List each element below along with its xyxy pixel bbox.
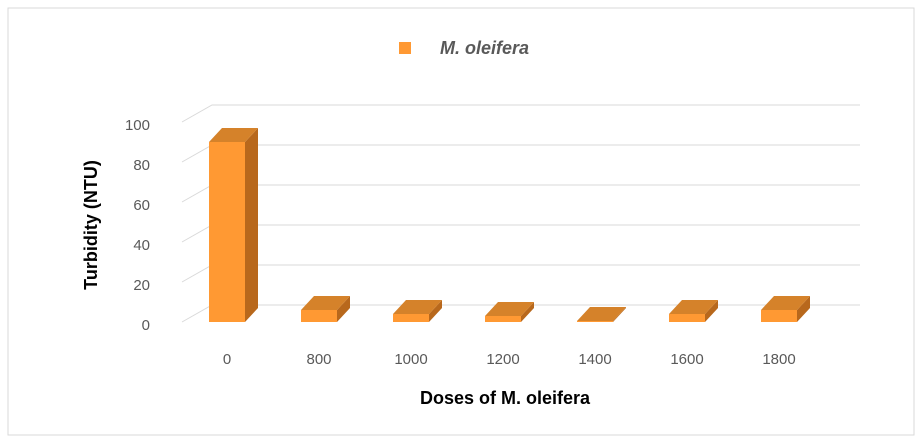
bar-side [797,296,810,322]
bar-front [209,142,245,322]
y-tick-label: 20 [133,277,150,294]
legend-label: M. oleifera [440,38,529,58]
legend-swatch [399,42,411,54]
y-tick-label: 40 [133,237,150,254]
bar-top [761,296,810,310]
bar [761,296,810,322]
bar-front [761,310,797,322]
y-tick-label: 80 [133,157,150,174]
bar-side [337,296,350,322]
bar-side [613,307,626,322]
y-tick-label: 100 [125,117,150,134]
bar-front [669,314,705,322]
y-tick-label: 60 [133,197,150,214]
chart-frame [7,7,915,436]
bar-front [393,314,429,322]
x-tick-label: 1400 [578,351,611,368]
bar-side [245,128,258,322]
bar-top [577,307,626,321]
bar [577,307,626,322]
bar [209,128,258,322]
bar-top [393,300,442,314]
x-tick-label: 1000 [394,351,427,368]
bar-front [577,321,613,322]
bar-side [705,300,718,322]
x-tick-label: 1800 [762,351,795,368]
bar-side [521,302,534,322]
bar [393,300,442,322]
bar [669,300,718,322]
bar-top [209,128,258,142]
x-tick-label: 800 [306,351,331,368]
x-tick-label: 1200 [486,351,519,368]
y-tick-label: 0 [142,317,150,334]
x-tick-label: 0 [223,351,231,368]
bar-side [429,300,442,322]
x-tick-label: 1600 [670,351,703,368]
bar-front [485,316,521,322]
bar-top [485,302,534,316]
bar-front [301,310,337,322]
bar-top [301,296,350,310]
bar [485,302,534,322]
y-axis-label: Turbidity (NTU) [81,160,101,290]
grid-line [181,104,860,123]
bar-top [669,300,718,314]
x-axis-label: Doses of M. oleifera [420,388,591,408]
bar [301,296,350,322]
